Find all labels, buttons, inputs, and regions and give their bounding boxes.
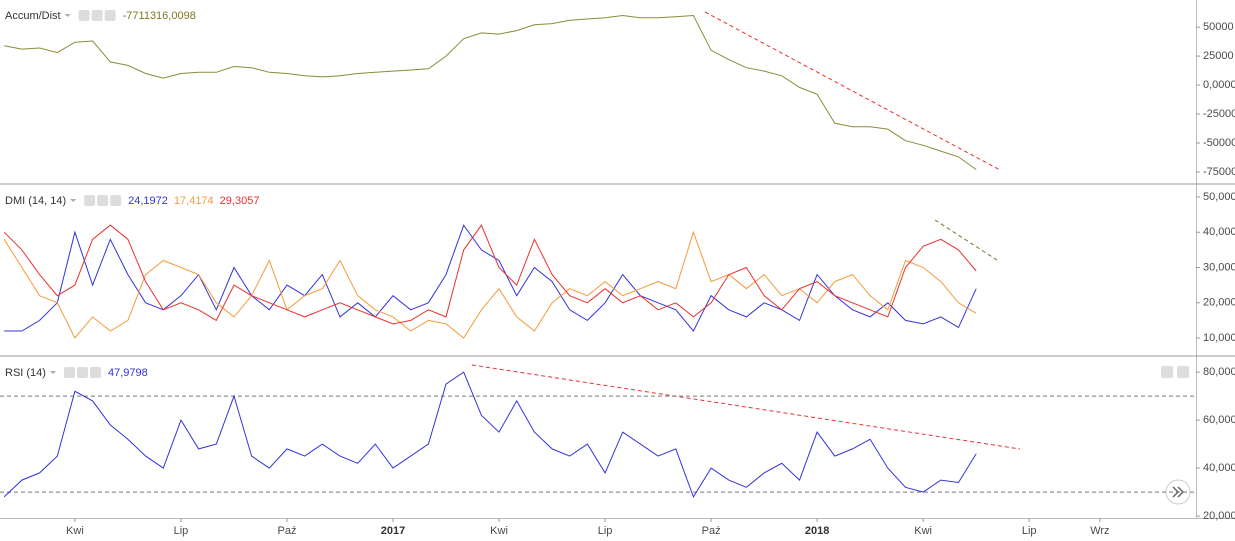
y-tick-label: 0,0000 (1203, 79, 1235, 91)
y-tick-label: 10,0000 (1203, 332, 1235, 344)
y-tick-label: 60,0000 (1203, 414, 1235, 426)
y-tick-label: -75000 (1203, 166, 1235, 178)
dropdown-arrow (49, 371, 56, 374)
series-line (3, 230, 977, 339)
dropdown-arrow (70, 199, 77, 202)
trend-line (471, 364, 1021, 450)
y-tick-label: 50,0000 (1203, 191, 1235, 203)
readout: 24,1972 (128, 195, 168, 207)
header-icon (84, 195, 96, 206)
y-tick-label: 40,0000 (1203, 226, 1235, 238)
x-tick-label: Lip (598, 525, 613, 537)
readout: 17,4174 (174, 195, 214, 207)
x-tick-label: Kwi (914, 525, 932, 537)
y-tick-label: 50000 (1203, 21, 1234, 33)
y-tick-label: 30,0000 (1203, 261, 1235, 273)
series-line (3, 371, 977, 499)
pane-buttons[interactable] (1161, 366, 1189, 378)
pane-title: Accum/Dist (5, 10, 61, 22)
x-tick-label: Kwi (490, 525, 508, 537)
x-tick-label: Wrz (1090, 525, 1109, 537)
x-tick-label: 2017 (381, 525, 405, 537)
series-line (3, 224, 977, 325)
y-tick-label: 80,0000 (1203, 366, 1235, 378)
x-tick-label: Paź (277, 525, 296, 537)
header-icon (78, 10, 90, 21)
readout: 29,3057 (220, 195, 260, 207)
y-tick-label: -25000 (1203, 108, 1235, 120)
y-tick-label: 20,0000 (1203, 510, 1235, 522)
header-icon (63, 367, 75, 378)
series-line (4, 14, 977, 171)
x-tick-label: Lip (1022, 525, 1037, 537)
x-tick-label: Kwi (66, 525, 84, 537)
readout: -7711316,0098 (123, 10, 196, 22)
y-tick-label: -50000 (1203, 137, 1235, 149)
dropdown-arrow (64, 14, 71, 17)
button[interactable] (1161, 366, 1173, 378)
header-icon (89, 367, 101, 378)
header-icon (97, 195, 109, 206)
pane-title: DMI (14, 14) (5, 195, 66, 207)
y-tick-label: 40,0000 (1203, 462, 1235, 474)
x-tick-label: 2018 (805, 525, 829, 537)
header-icon (110, 195, 122, 206)
series-line (4, 224, 977, 332)
button[interactable] (1177, 366, 1189, 378)
y-tick-label: 20,0000 (1203, 297, 1235, 309)
readout: 47,9798 (108, 367, 148, 379)
x-tick-label: Lip (174, 525, 189, 537)
header-icon (104, 10, 116, 21)
header-icon (76, 367, 88, 378)
y-tick-label: 25000 (1203, 50, 1234, 62)
trend-line (934, 219, 998, 261)
x-tick-label: Paź (702, 525, 721, 537)
header-icon (91, 10, 103, 21)
pane-title: RSI (14) (5, 367, 46, 379)
